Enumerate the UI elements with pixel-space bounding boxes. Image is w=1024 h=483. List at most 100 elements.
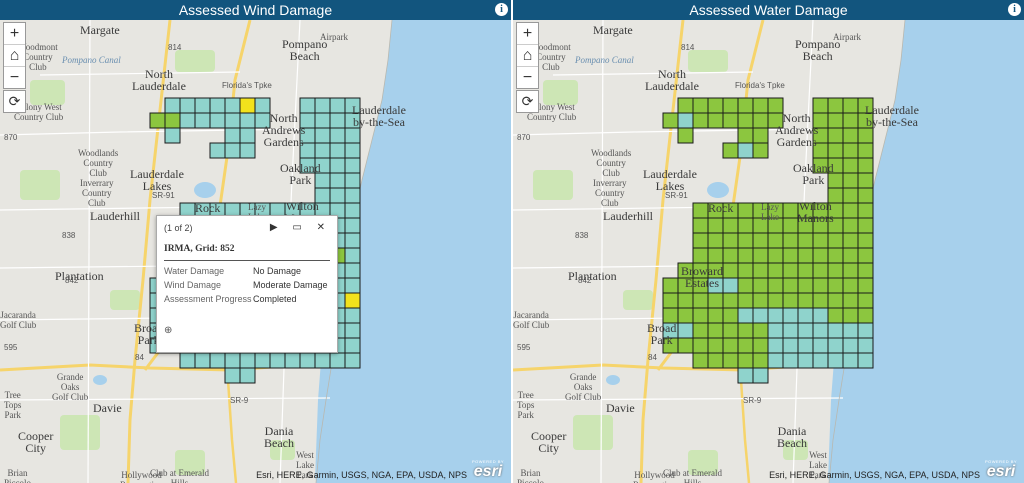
- grid-cell: [179, 352, 196, 369]
- map-label-r842: 842: [65, 276, 79, 285]
- grid-cell: [344, 142, 361, 159]
- grid-cell: [857, 232, 874, 249]
- grid-cell: [314, 352, 331, 369]
- grid-cell: [812, 262, 829, 279]
- grid-cell: [179, 97, 196, 114]
- grid-cell: [209, 142, 226, 159]
- grid-cell: [194, 352, 211, 369]
- grid-cell: [692, 97, 709, 114]
- grid-cell: [344, 157, 361, 174]
- map-label-oakland-park: Oakland Park: [280, 161, 321, 187]
- info-icon[interactable]: i: [1008, 3, 1021, 16]
- grid-cell: [797, 337, 814, 354]
- grid-cell: [722, 217, 739, 234]
- grid-cell: [737, 217, 754, 234]
- popup-controls[interactable]: ▶ ▭ ✕: [269, 222, 331, 233]
- map-label-sr9: SR-9: [230, 396, 249, 405]
- grid-cell: [329, 352, 346, 369]
- grid-cell: [707, 337, 724, 354]
- map-label-grande-oaks: Grande Oaks Golf Club: [52, 372, 89, 402]
- grid-cell: [857, 322, 874, 339]
- map-title: Assessed Wind Damage: [178, 2, 333, 18]
- map-label-dania-beach: Dania Beach: [777, 424, 807, 450]
- map-title-bar: Assessed Water Damage i: [513, 0, 1024, 20]
- refresh-button[interactable]: ⟳: [3, 90, 26, 113]
- zoom-out-button[interactable]: −: [522, 69, 533, 86]
- zoom-to-icon[interactable]: ⊕: [164, 325, 173, 336]
- grid-cell: [827, 247, 844, 264]
- zoom-control: + ⌂ −: [3, 22, 26, 89]
- grid-cell: [857, 187, 874, 204]
- lake: [606, 375, 620, 385]
- zoom-out-button[interactable]: −: [9, 69, 20, 86]
- grid-cell: [767, 262, 784, 279]
- grid-cell: [329, 112, 346, 129]
- grid-cell: [857, 142, 874, 159]
- popup-row: Wind Damage Moderate Damage: [164, 280, 328, 294]
- grid-cell: [677, 292, 694, 309]
- grid-cell: [827, 337, 844, 354]
- grid-cell: [149, 112, 166, 129]
- park-area: [623, 290, 653, 310]
- map-label-west-lake: West Lake Park: [809, 450, 827, 480]
- grid-cell: [329, 187, 346, 204]
- grid-cell: [842, 262, 859, 279]
- map-title: Assessed Water Damage: [689, 2, 848, 18]
- grid-cell: [857, 157, 874, 174]
- grid-cell: [767, 352, 784, 369]
- grid-cell: [707, 322, 724, 339]
- grid-cell: [752, 337, 769, 354]
- grid-cell: [842, 277, 859, 294]
- grid-cell: [827, 292, 844, 309]
- grid-cell: [707, 232, 724, 249]
- grid-cell: [812, 292, 829, 309]
- map-label-r842: 842: [578, 276, 592, 285]
- grid-cell: [239, 127, 256, 144]
- grid-cell: [722, 322, 739, 339]
- map-label-north-andrews: North Andrews Gardens: [775, 111, 819, 149]
- grid-cell: [752, 232, 769, 249]
- popup-value: No Damage: [253, 266, 302, 276]
- grid-cell: [737, 322, 754, 339]
- grid-cell: [344, 322, 361, 339]
- park-area: [783, 440, 808, 460]
- grid-cell: [692, 307, 709, 324]
- map-attribution: Esri, HERE, Garmin, USGS, NGA, EPA, USDA…: [769, 470, 980, 480]
- grid-cell: [344, 352, 361, 369]
- grid-cell: [722, 352, 739, 369]
- grid-cell: [284, 352, 301, 369]
- popup-key: Water Damage: [164, 266, 225, 276]
- zoom-in-button[interactable]: +: [517, 23, 538, 45]
- grid-cell: [782, 262, 799, 279]
- grid-cell: [857, 352, 874, 369]
- refresh-button[interactable]: ⟳: [516, 90, 539, 113]
- map-label-north-lauderdale: North Lauderdale: [645, 67, 699, 93]
- grid-cell: [752, 367, 769, 384]
- grid-cell: [827, 322, 844, 339]
- grid-cell: [707, 97, 724, 114]
- map-label-colony-west: Colony West Country Club: [527, 102, 577, 122]
- grid-cell: [344, 232, 361, 249]
- home-button[interactable]: ⌂: [4, 45, 25, 67]
- map-label-sr91: SR-91: [152, 191, 175, 200]
- popup-header: (1 of 2) ▶ ▭ ✕: [157, 216, 337, 240]
- grid-cell: [797, 277, 814, 294]
- grid-cell: [737, 202, 754, 219]
- grid-cell: [827, 97, 844, 114]
- info-icon[interactable]: i: [495, 3, 508, 16]
- grid-cell: [722, 97, 739, 114]
- grid-cell: [782, 337, 799, 354]
- home-button[interactable]: ⌂: [517, 45, 538, 67]
- grid-cell: [827, 352, 844, 369]
- park-area: [110, 290, 140, 310]
- grid-cell: [269, 352, 286, 369]
- grid-cell: [827, 232, 844, 249]
- grid-cell: [692, 202, 709, 219]
- grid-cell: [329, 157, 346, 174]
- grid-cell: [314, 127, 331, 144]
- grid-cell: [752, 292, 769, 309]
- road: [639, 20, 685, 483]
- map-view[interactable]: Margate Airpark Pompano Beach Woodmont Countr…: [513, 20, 1024, 483]
- zoom-in-button[interactable]: +: [4, 23, 25, 45]
- grid-cell: [707, 247, 724, 264]
